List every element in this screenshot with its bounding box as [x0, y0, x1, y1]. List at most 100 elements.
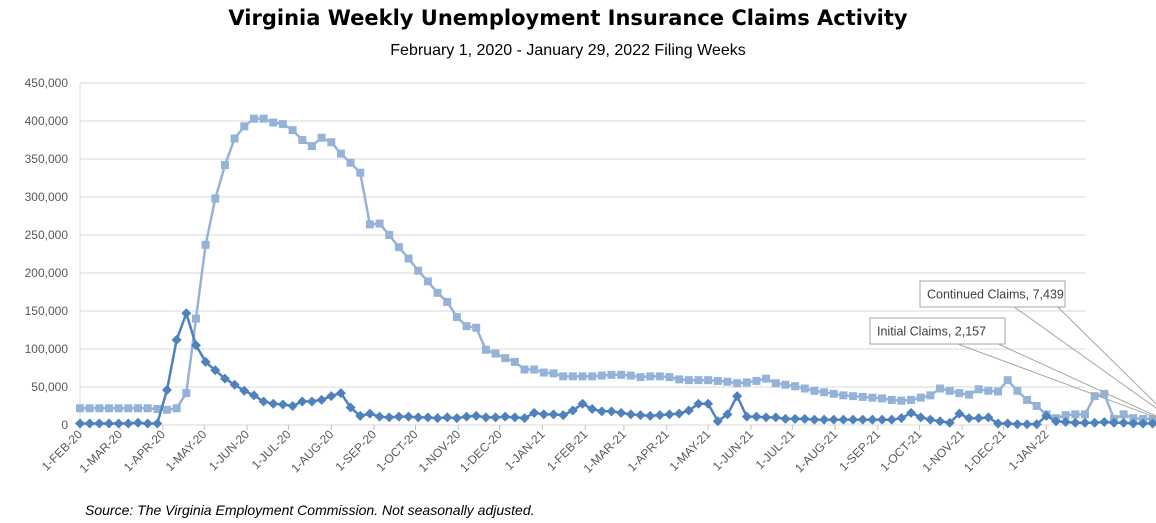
data-point — [646, 372, 655, 381]
callout-label: Continued Claims, 7,439 — [927, 288, 1064, 302]
data-point — [1041, 410, 1052, 421]
data-point — [404, 254, 413, 263]
data-point — [365, 220, 374, 229]
x-tick-label: 1-MAR-20 — [77, 427, 126, 476]
data-point — [549, 369, 558, 378]
data-point — [422, 412, 433, 423]
data-point — [113, 418, 124, 429]
data-point — [751, 411, 762, 422]
x-tick-label: 1-SEP-21 — [836, 427, 883, 474]
data-point — [712, 416, 723, 427]
data-point — [326, 391, 337, 402]
data-point — [887, 395, 896, 404]
data-point — [906, 407, 917, 418]
data-point — [693, 398, 704, 409]
data-point — [258, 396, 269, 407]
data-point — [791, 382, 800, 391]
data-point — [704, 376, 713, 385]
data-point — [259, 114, 268, 123]
data-point — [578, 372, 587, 381]
data-point — [1119, 410, 1128, 419]
chart-title: Virginia Weekly Unemployment Insurance C… — [228, 6, 908, 30]
y-tick-label: 400,000 — [25, 114, 69, 128]
x-tick-label: 1-NOV-20 — [416, 427, 464, 475]
data-point — [277, 399, 288, 410]
data-point — [530, 365, 539, 374]
data-point — [916, 393, 925, 402]
data-point — [800, 384, 809, 393]
data-point — [722, 409, 733, 420]
data-point — [239, 385, 250, 396]
data-point — [964, 413, 975, 424]
data-point — [675, 375, 684, 384]
data-point — [761, 412, 772, 423]
data-point — [770, 412, 781, 423]
data-point — [809, 414, 820, 425]
data-point — [625, 409, 636, 420]
data-point — [636, 373, 645, 382]
data-point — [384, 412, 395, 423]
data-point — [201, 240, 210, 249]
y-tick-label: 250,000 — [25, 228, 69, 242]
data-point — [654, 410, 665, 421]
data-point — [810, 386, 819, 395]
callout-box — [869, 317, 1006, 345]
data-point — [248, 390, 259, 401]
data-point — [838, 414, 849, 425]
data-point — [394, 243, 403, 252]
data-point — [327, 138, 336, 147]
data-point — [94, 418, 105, 429]
data-point — [1022, 419, 1033, 430]
x-tick-label: 1-MAY-20 — [163, 427, 210, 474]
data-point — [925, 414, 936, 425]
data-point — [501, 354, 510, 363]
data-point — [771, 379, 780, 388]
x-tick-label: 1-JAN-21 — [502, 427, 548, 473]
data-point — [539, 368, 548, 377]
data-point — [752, 376, 761, 385]
data-point — [907, 395, 916, 404]
data-point — [848, 414, 859, 425]
data-point — [741, 411, 752, 422]
data-point — [355, 410, 366, 421]
data-point — [993, 418, 1004, 429]
data-point — [974, 385, 983, 394]
data-point — [471, 410, 482, 421]
x-tick-label: 1-JAN-22 — [1006, 427, 1052, 473]
x-tick-label: 1-DEC-21 — [961, 427, 1009, 475]
data-point — [230, 134, 239, 143]
data-point — [849, 392, 858, 401]
data-point — [733, 379, 742, 388]
data-point — [606, 406, 617, 417]
data-point — [713, 376, 722, 385]
data-point — [452, 313, 461, 322]
data-point — [694, 376, 703, 385]
data-point — [153, 405, 162, 414]
data-point — [346, 158, 355, 167]
data-point — [520, 365, 529, 374]
data-point — [587, 404, 598, 415]
data-point — [249, 114, 258, 123]
data-point — [1071, 410, 1080, 419]
data-point — [944, 417, 955, 428]
x-tick-label: 1-MAY-21 — [667, 427, 714, 474]
data-point — [181, 308, 192, 319]
data-point — [182, 389, 191, 398]
data-point — [781, 380, 790, 389]
data-point — [645, 410, 656, 421]
y-tick-label: 200,000 — [25, 266, 69, 280]
data-point — [211, 194, 220, 203]
x-tick-label: 1-MAR-21 — [580, 427, 629, 476]
data-point — [210, 365, 221, 376]
data-point — [403, 411, 414, 422]
callout-box — [919, 280, 1066, 308]
data-point — [268, 398, 279, 409]
data-point — [219, 373, 230, 384]
data-point — [1118, 417, 1129, 428]
data-point — [269, 118, 278, 127]
data-point — [994, 387, 1003, 396]
x-tick-label: 1-AUG-20 — [288, 427, 336, 475]
data-point — [162, 405, 171, 414]
data-point — [462, 322, 471, 331]
